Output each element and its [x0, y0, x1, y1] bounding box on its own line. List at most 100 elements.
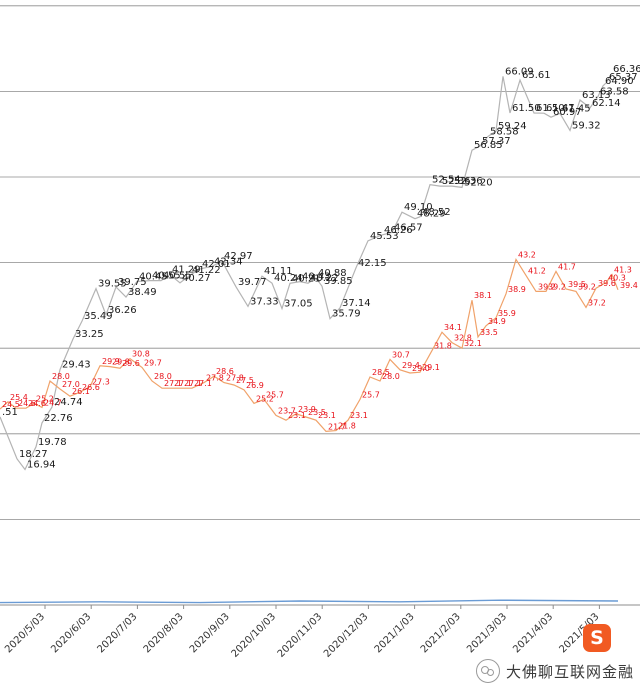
grid-lines: [0, 5, 640, 520]
data-label: 58.58: [490, 126, 519, 137]
data-label: 39.2: [578, 282, 596, 291]
data-label: 33.5: [480, 328, 498, 337]
data-label: 52.36: [442, 176, 471, 187]
x-tick-label: 2020/10/03: [230, 611, 279, 660]
data-label: 35.9: [498, 309, 516, 318]
data-label: 31.8: [434, 342, 452, 351]
data-label: 28.6: [216, 367, 234, 376]
data-label: 16.94: [27, 459, 56, 470]
data-label: 65.61: [522, 70, 551, 81]
x-tick-label: 2021/1/03: [373, 611, 417, 655]
data-label: 59.24: [498, 121, 527, 132]
data-label: 43.2: [518, 250, 536, 259]
data-label: 62.14: [592, 98, 621, 109]
data-label: 40.22: [310, 273, 339, 284]
data-label: 24.5: [2, 400, 20, 409]
data-label: 40.43: [302, 272, 331, 283]
data-label: 39.75: [118, 277, 147, 288]
data-label: 27.5: [236, 376, 254, 385]
data-label: 41.22: [192, 265, 221, 276]
data-label: 37.14: [342, 298, 371, 309]
x-tick-label: 2020/8/03: [142, 611, 186, 655]
data-label: 25.2: [256, 394, 274, 403]
data-label: 27.0: [62, 380, 80, 389]
data-label: 25.4: [10, 393, 28, 402]
data-label: 40.21: [292, 273, 321, 284]
sogou-icon: S: [583, 624, 611, 652]
data-label: 42.34: [214, 256, 243, 267]
data-label: 37.05: [284, 299, 313, 310]
wechat-icon: [475, 659, 500, 683]
data-label: 27.8: [206, 374, 224, 383]
x-tick-label: 2020/9/03: [188, 611, 232, 655]
data-label: 52.36: [454, 176, 483, 187]
data-label: 61.45: [562, 103, 591, 114]
data-label: 38.1: [474, 291, 492, 300]
data-label: 29.1: [422, 363, 440, 372]
data-label: 40.88: [318, 268, 347, 279]
data-label: 37.33: [250, 296, 279, 307]
data-label: 26.9: [246, 381, 264, 390]
series-line-3: [0, 599, 619, 604]
data-label: 28.5: [372, 368, 390, 377]
data-label: 23.1: [350, 411, 368, 420]
data-label: 35.79: [332, 309, 361, 320]
data-label: 32.8: [454, 334, 472, 343]
data-label: 40.27: [182, 273, 211, 284]
data-label: 29.0: [412, 364, 430, 373]
data-label: 27.1: [194, 379, 212, 388]
data-label: 24.6: [18, 399, 36, 408]
data-label: 39.4: [620, 281, 638, 290]
chart-axes: [0, 604, 640, 609]
series-line-2: [0, 257, 619, 433]
data-label: 23.1: [318, 411, 336, 420]
data-label: 66.36: [613, 64, 640, 75]
data-label: 23.5: [308, 408, 326, 417]
data-label: 40.55: [163, 271, 192, 282]
data-label: 25.7: [266, 390, 284, 399]
data-label: 28.0: [52, 372, 70, 381]
data-label: 33.25: [75, 329, 104, 340]
data-label: .51: [2, 407, 18, 418]
data-label: 26.6: [82, 383, 100, 392]
data-label: 61.47: [546, 103, 575, 114]
data-label: 36.26: [108, 305, 137, 316]
data-label: 40.3: [608, 274, 626, 283]
data-label: 35.49: [84, 311, 113, 322]
data-label: 60.97: [553, 107, 582, 118]
data-label: 34.9: [488, 317, 506, 326]
data-label: 41.7: [558, 262, 576, 271]
data-label: 61.50: [512, 103, 541, 114]
data-label: 34.1: [444, 323, 462, 332]
data-label: 23.1: [288, 411, 306, 420]
data-label: 39.77: [238, 277, 267, 288]
data-label: 27.1: [184, 379, 202, 388]
data-label: 40.55: [152, 271, 181, 282]
data-label: 29.43: [62, 360, 91, 371]
data-label: 41.3: [614, 266, 632, 275]
x-tick-label: 2021/4/03: [511, 611, 555, 655]
data-label: 21.8: [338, 422, 356, 431]
data-label: 64.90: [605, 76, 634, 87]
x-tick-label: 2021/3/03: [465, 611, 509, 655]
data-label: 52.54: [432, 175, 461, 186]
data-label: 41.11: [264, 266, 293, 277]
data-label: 29.8: [112, 358, 130, 367]
x-tick-label: 2020/11/03: [276, 611, 325, 660]
data-label: 41.29: [172, 265, 201, 276]
data-label: 40.24: [274, 273, 303, 284]
data-label: 45.53: [370, 231, 399, 242]
series-line-1: [0, 73, 612, 471]
series-lines: [0, 73, 619, 604]
data-label: 37.2: [588, 298, 606, 307]
data-label: 39.2: [548, 282, 566, 291]
watermark: 大佛聊互联网金融: [475, 659, 634, 683]
data-label: 23.7: [278, 406, 296, 415]
data-label: 26.1: [72, 387, 90, 396]
data-label: 40.45: [139, 271, 168, 282]
x-tick-labels: 2020/5/03 2020/6/03 2020/7/03 2020/8/03 2020…: [3, 611, 601, 660]
x-tick-label: 2020/12/03: [322, 611, 371, 660]
watermark-text: 大佛聊互联网金融: [505, 662, 634, 681]
